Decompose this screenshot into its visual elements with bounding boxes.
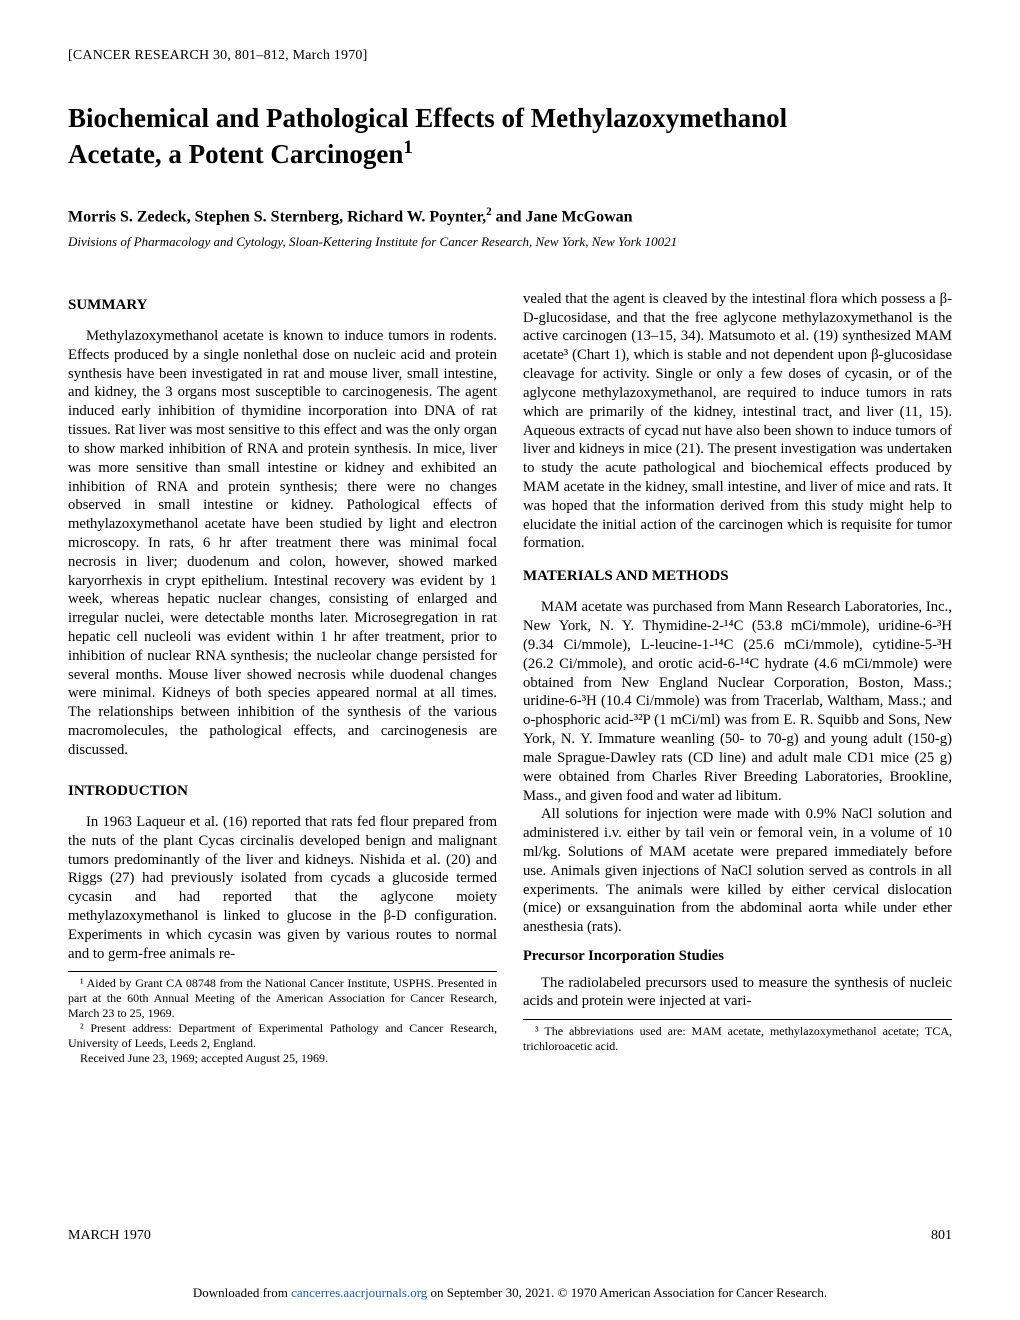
methods-heading: MATERIALS AND METHODS [523, 567, 952, 586]
download-pre: Downloaded from [193, 1285, 291, 1300]
footnote-1: ¹ Aided by Grant CA 08748 from the Natio… [68, 976, 497, 1021]
affiliation: Divisions of Pharmacology and Cytology, … [68, 234, 952, 250]
footnote-2: ² Present address: Department of Experim… [68, 1021, 497, 1051]
precursor-paragraph: The radiolabeled precursors used to meas… [523, 974, 952, 1012]
footnotes-left: ¹ Aided by Grant CA 08748 from the Natio… [68, 971, 497, 1066]
summary-paragraph: Methylazoxymethanol acetate is known to … [68, 327, 497, 760]
page: [CANCER RESEARCH 30, 801–812, March 1970… [0, 0, 1020, 1320]
summary-heading: SUMMARY [68, 296, 497, 315]
authors: Morris S. Zedeck, Stephen S. Sternberg, … [68, 206, 952, 226]
article-title: Biochemical and Pathological Effects of … [68, 102, 952, 172]
page-footer: MARCH 1970 801 [68, 1228, 952, 1244]
download-post: on September 30, 2021. © 1970 American A… [427, 1285, 827, 1300]
methods-paragraph-1: MAM acetate was purchased from Mann Rese… [523, 598, 952, 805]
download-link[interactable]: cancerres.aacrjournals.org [291, 1285, 427, 1300]
footer-issue: MARCH 1970 [68, 1228, 151, 1244]
precursor-heading: Precursor Incorporation Studies [523, 947, 952, 966]
methods-paragraph-2: All solutions for injection were made wi… [523, 805, 952, 937]
intro-continued: vealed that the agent is cleaved by the … [523, 290, 952, 553]
title-line-2: Acetate, a Potent Carcinogen [68, 139, 403, 169]
journal-header: [CANCER RESEARCH 30, 801–812, March 1970… [68, 48, 952, 64]
column-left: SUMMARY Methylazoxymethanol acetate is k… [68, 290, 497, 1067]
footnote-received: Received June 23, 1969; accepted August … [68, 1051, 497, 1066]
authors-pre: Morris S. Zedeck, Stephen S. Sternberg, … [68, 208, 486, 225]
title-footnote-ref: 1 [403, 137, 412, 158]
column-right: vealed that the agent is cleaved by the … [523, 290, 952, 1067]
footnotes-right: ³ The abbreviations used are: MAM acetat… [523, 1019, 952, 1054]
introduction-heading: INTRODUCTION [68, 782, 497, 801]
footnote-3: ³ The abbreviations used are: MAM acetat… [523, 1024, 952, 1054]
two-column-body: SUMMARY Methylazoxymethanol acetate is k… [68, 290, 952, 1067]
download-note: Downloaded from cancerres.aacrjournals.o… [0, 1285, 1020, 1302]
introduction-paragraph: In 1963 Laqueur et al. (16) reported tha… [68, 813, 497, 964]
authors-post: and Jane McGowan [492, 208, 633, 225]
footer-page-number: 801 [931, 1228, 952, 1244]
title-line-1: Biochemical and Pathological Effects of … [68, 103, 787, 133]
